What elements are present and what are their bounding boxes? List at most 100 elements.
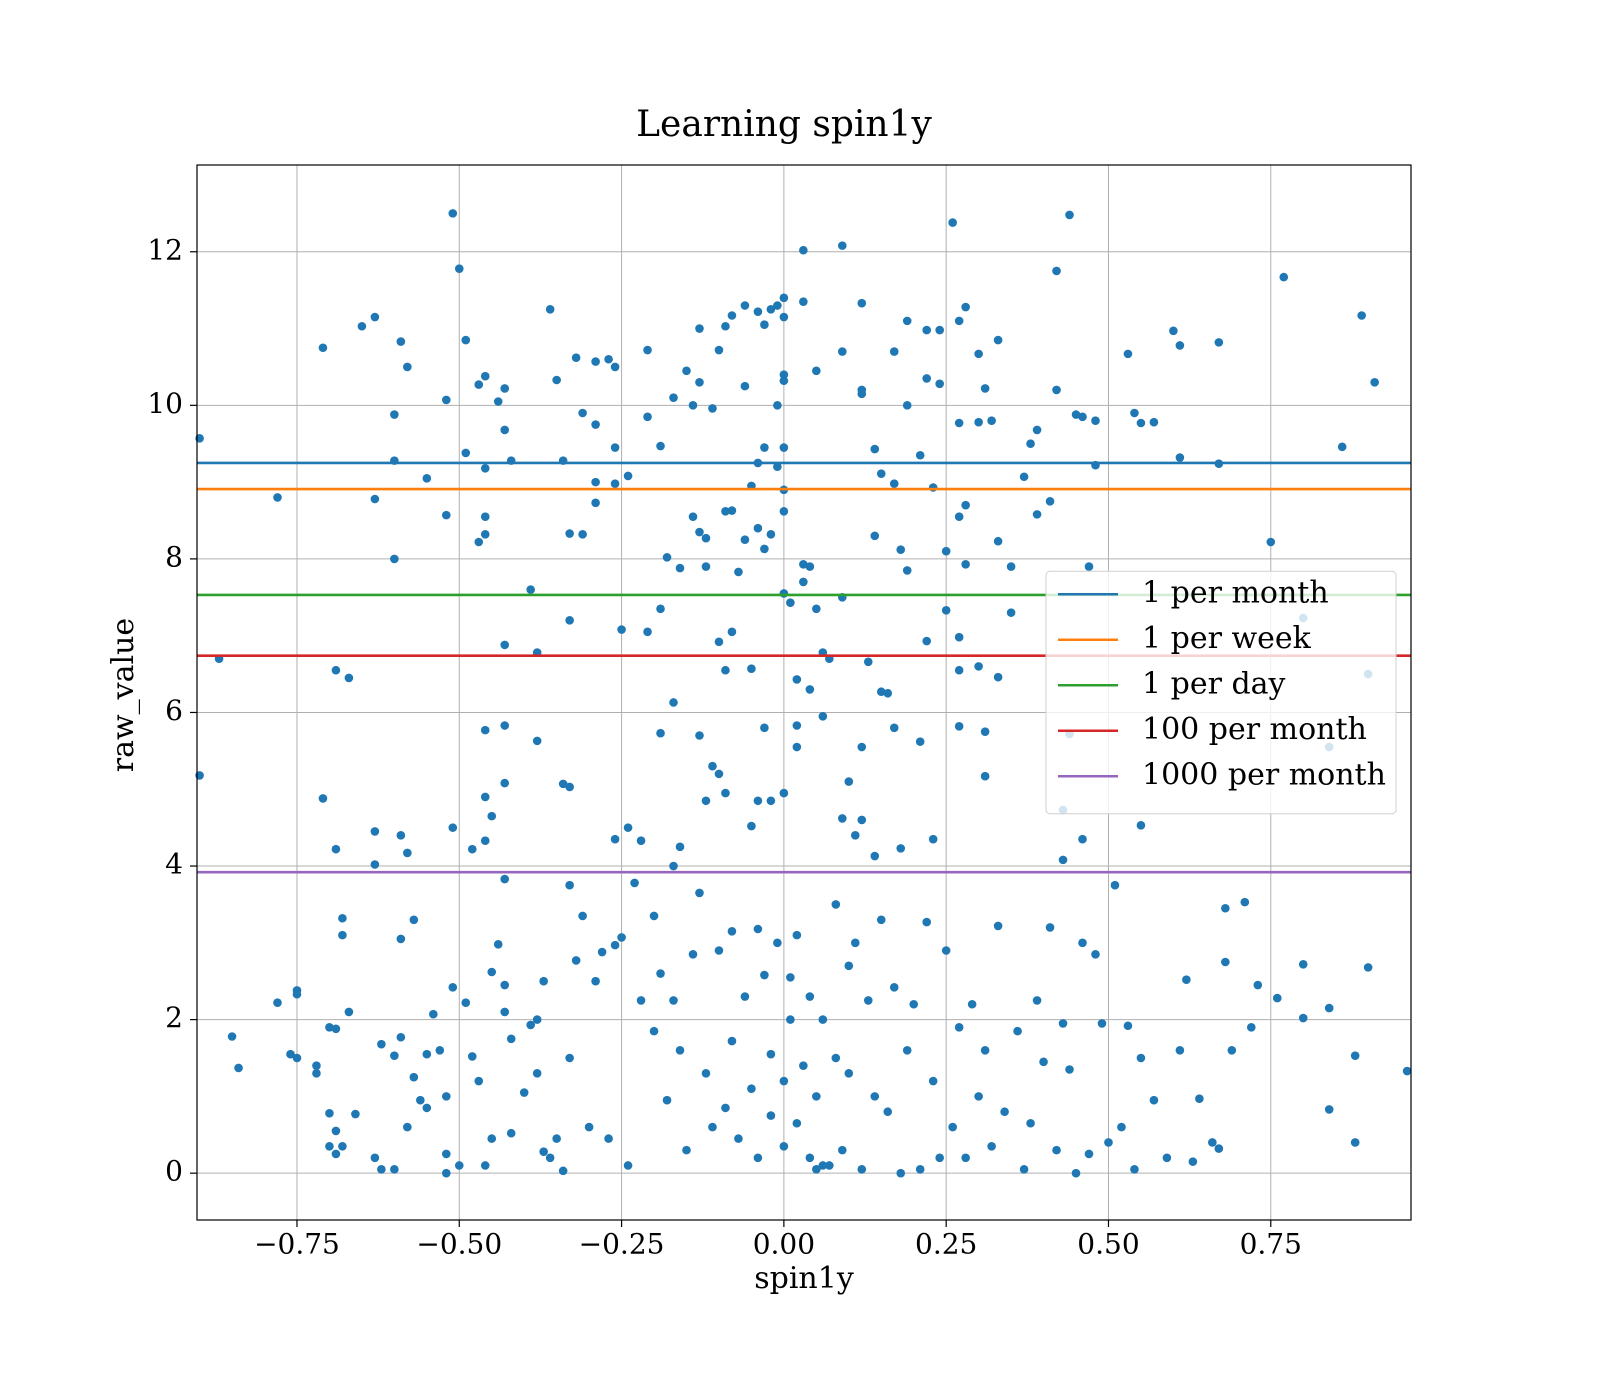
point <box>630 878 639 888</box>
point <box>441 1092 451 1101</box>
point <box>669 698 678 707</box>
point <box>779 443 789 452</box>
point <box>779 506 789 516</box>
point <box>954 665 964 675</box>
point <box>1104 1138 1113 1147</box>
point <box>636 996 646 1005</box>
point <box>500 874 510 884</box>
point <box>760 723 769 733</box>
point <box>519 1088 529 1097</box>
point <box>610 479 620 488</box>
legend-label: 1 per day <box>1142 666 1286 701</box>
point <box>876 469 886 478</box>
point <box>636 836 646 845</box>
point <box>409 1072 419 1082</box>
point <box>915 450 925 460</box>
point <box>649 1026 659 1036</box>
point <box>889 983 899 992</box>
point <box>896 545 906 554</box>
point <box>1026 439 1035 449</box>
point <box>1402 1066 1412 1076</box>
point <box>701 562 711 571</box>
point <box>682 366 691 376</box>
legend-box <box>1045 570 1397 815</box>
point <box>1136 418 1146 428</box>
point <box>610 362 620 372</box>
point <box>662 1095 672 1105</box>
point <box>500 1007 510 1017</box>
point <box>604 354 613 364</box>
x-axis-label: spin1y <box>754 1261 854 1296</box>
point <box>565 529 574 538</box>
point <box>727 627 737 637</box>
point <box>318 794 328 803</box>
point <box>786 973 795 982</box>
point <box>682 1145 691 1155</box>
point <box>591 976 600 986</box>
point <box>792 742 802 752</box>
point <box>870 444 880 454</box>
point <box>643 627 652 637</box>
point <box>1175 1046 1185 1055</box>
point <box>597 947 607 957</box>
point <box>1162 1153 1172 1163</box>
point <box>928 483 938 492</box>
point <box>857 1165 867 1174</box>
point <box>766 305 776 314</box>
point <box>448 983 458 992</box>
point <box>896 1168 906 1178</box>
point <box>390 410 399 419</box>
point <box>1058 1019 1068 1028</box>
point <box>883 1107 893 1117</box>
point <box>403 1122 412 1132</box>
point <box>740 992 750 1001</box>
point <box>1032 425 1042 435</box>
x-tick-label: −0.50 <box>416 1228 502 1261</box>
point <box>818 1161 828 1170</box>
point <box>669 996 678 1005</box>
point <box>974 1092 983 1101</box>
point <box>331 1126 341 1136</box>
point <box>344 1007 354 1017</box>
point <box>714 769 724 779</box>
point <box>480 512 490 521</box>
point <box>1337 442 1347 452</box>
point <box>987 1141 996 1151</box>
point <box>591 477 600 487</box>
point <box>1117 1122 1126 1132</box>
point <box>649 911 659 921</box>
point <box>493 940 503 949</box>
point <box>1272 993 1282 1003</box>
point <box>792 721 802 730</box>
point <box>1091 950 1100 959</box>
point <box>331 665 341 675</box>
point <box>571 353 581 363</box>
point <box>889 479 899 488</box>
point <box>695 888 704 898</box>
point <box>779 376 789 386</box>
point <box>552 1134 561 1143</box>
point <box>623 1161 633 1170</box>
point <box>532 1069 542 1078</box>
point <box>1188 1157 1198 1166</box>
point <box>714 345 724 355</box>
point <box>993 921 1003 931</box>
point <box>857 815 867 825</box>
point <box>461 998 471 1008</box>
point <box>760 443 769 452</box>
point <box>786 598 795 607</box>
point <box>312 1069 321 1078</box>
point <box>396 1032 406 1042</box>
point <box>812 1165 821 1174</box>
point <box>331 1149 341 1159</box>
point <box>1227 1046 1237 1055</box>
point <box>480 371 490 381</box>
point <box>760 970 769 980</box>
point <box>357 321 367 331</box>
point <box>1006 562 1016 571</box>
legend: 1 per month 1 per week 1 per day 100 per mo… <box>1045 570 1397 815</box>
point <box>961 1153 970 1163</box>
point <box>623 823 633 832</box>
y-tick-label: 6 <box>165 694 183 727</box>
point <box>967 999 977 1009</box>
